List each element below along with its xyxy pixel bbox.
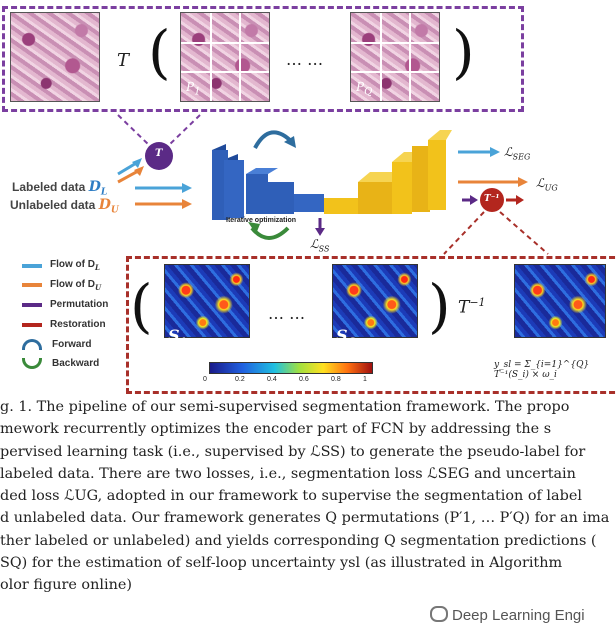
close-paren: ): [452, 18, 475, 86]
sq-label: SQ: [336, 326, 357, 349]
colorbar-tick: 0: [203, 376, 207, 383]
decoder-block-2: [358, 182, 392, 214]
encoder-block-2: [224, 160, 244, 218]
decoder-block-5: [428, 140, 446, 210]
prediction-box: [126, 256, 616, 394]
caption-line: mework recurrently optimizes the encoder…: [0, 421, 552, 438]
forward-curve: [253, 130, 294, 149]
dash-line-left: [117, 114, 151, 147]
permuted-patch-q: [350, 12, 440, 102]
decoder-block-1: [324, 198, 358, 214]
caption-line: olor figure online): [0, 577, 132, 594]
network-svg: [117, 114, 549, 255]
pred-open-paren: (: [130, 272, 153, 340]
unlabeled-data-label: Unlabeled data DU: [10, 197, 119, 216]
p1-label: P1: [186, 80, 201, 98]
decoder-block-4: [412, 146, 430, 212]
legend-label: Restoration: [50, 319, 106, 331]
legend-item: Restoration: [22, 315, 122, 335]
pq-label: PQ: [356, 80, 373, 98]
caption-line: ther labeled or unlabeled) and yields co…: [0, 532, 597, 549]
restoration-node: [480, 188, 504, 212]
colorbar: [209, 362, 373, 374]
encoder-block-4: [268, 182, 294, 214]
loss-ug-label: ℒUG: [536, 176, 558, 193]
encoder-block-5: [294, 194, 324, 212]
input-patch-image: [10, 12, 100, 102]
iterative-optimization-label: Iterative optimization: [226, 217, 297, 224]
prediction-map-1: [164, 264, 250, 338]
caption-line: ded loss ℒUG, adopted in our framework t…: [0, 488, 582, 505]
s1-label: S1: [168, 326, 187, 349]
curved-arrow-icon: [22, 358, 42, 370]
caption-line: d unlabeled data. Our framework generate…: [0, 510, 610, 527]
caption-line: pervised learning task (i.e., supervised…: [0, 443, 586, 460]
loss-seg-label: ℒSEG: [504, 145, 531, 162]
caption-line: g. 1. The pipeline of our semi-supervise…: [0, 399, 570, 415]
colorbar-tick: 0.6: [299, 376, 309, 383]
wechat-icon: [430, 606, 448, 622]
legend-label: Forward: [52, 338, 92, 350]
permutation-node: [145, 142, 173, 170]
legend-label: Flow of DL: [50, 259, 100, 273]
loss-ss-label: ℒSS: [310, 237, 330, 254]
ellipsis: … …: [286, 50, 324, 69]
uncertainty-map: [514, 264, 606, 338]
permutation-box: [2, 6, 524, 112]
inverse-operator: T−1: [458, 296, 486, 318]
restoration-node-label: T⁻¹: [484, 194, 500, 204]
legend-item: Flow of DL: [22, 256, 122, 276]
arrow-right-icon: [22, 322, 42, 327]
arrow-right-icon: [22, 263, 42, 268]
figure-caption: g. 1. The pipeline of our semi-supervise…: [0, 396, 616, 597]
colorbar-tick: 0.4: [267, 376, 277, 383]
caption-line: SQ) for the estimation of self-loop unce…: [0, 555, 563, 572]
permuted-patch-1: [180, 12, 270, 102]
decoder-block-3: [392, 162, 412, 214]
legend-label: Permutation: [50, 299, 109, 311]
curved-arrow-icon: [22, 338, 42, 350]
labeled-data-label: Labeled data DL: [12, 179, 108, 198]
legend-item: Backward: [22, 354, 122, 374]
prediction-map-q: [332, 264, 418, 338]
open-paren: (: [148, 18, 171, 86]
colorbar-tick: 1: [363, 376, 367, 383]
legend-item: Flow of DU: [22, 276, 122, 296]
pred-close-paren: ): [428, 272, 451, 340]
pred-ellipsis: … …: [268, 304, 306, 323]
legend: Flow of DL Flow of DU Permutation Restorati…: [22, 256, 122, 374]
permutation-node-label: T: [155, 148, 163, 159]
legend-item: Permutation: [22, 295, 122, 315]
watermark: Deep Learning Engi: [430, 606, 585, 624]
permutation-operator: T: [117, 50, 130, 71]
dash-line-right: [167, 114, 201, 147]
arrow-right-icon: [22, 302, 42, 307]
legend-label: Backward: [52, 358, 100, 370]
colorbar-ticks: 0 0.2 0.4 0.6 0.8 1: [203, 376, 378, 388]
legend-label: Flow of DU: [50, 278, 102, 292]
encoder-block-3: [246, 174, 268, 214]
uncertainty-formula: y_sl = Σ_{i=1}^{Q} T⁻¹(S_i) × ω_i: [494, 360, 590, 380]
colorbar-tick: 0.2: [235, 376, 245, 383]
caption-line: labeled data. There are two losses, i.e.…: [0, 465, 576, 482]
arrow-right-icon: [22, 283, 42, 288]
legend-item: Forward: [22, 334, 122, 354]
colorbar-tick: 0.8: [331, 376, 341, 383]
